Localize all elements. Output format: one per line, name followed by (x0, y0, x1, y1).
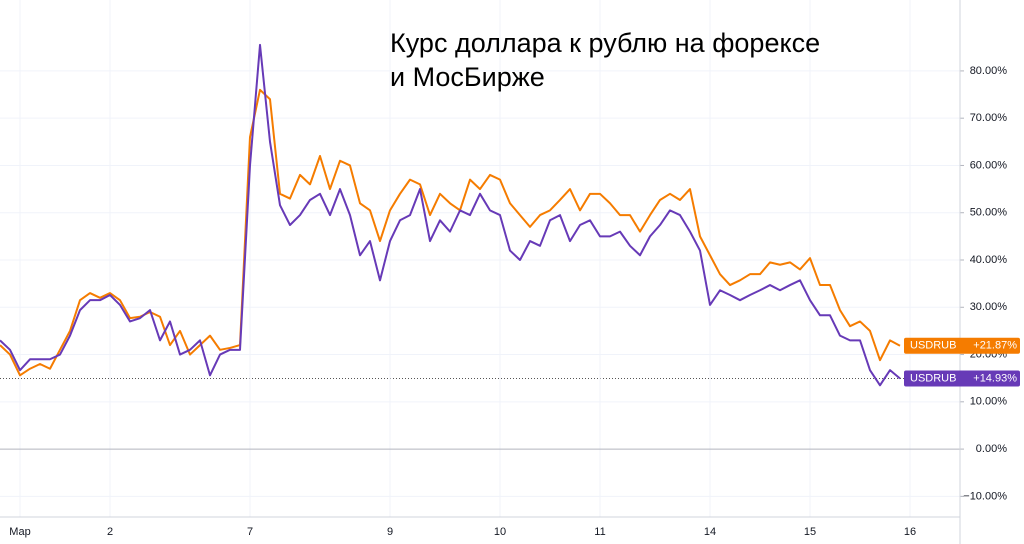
x-tick-label: 10 (494, 526, 506, 538)
y-tick-label: 80.00% (970, 65, 1008, 77)
x-tick-label: Мар (9, 526, 31, 538)
chart-title: и МосБирже (390, 62, 545, 92)
y-tick-label: 40.00% (970, 254, 1008, 266)
last-value-label: +14.93% (973, 372, 1017, 384)
series-name: USDRUB (910, 340, 956, 352)
x-tick-label: 2 (107, 526, 113, 538)
y-tick-label: 10.00% (970, 396, 1008, 408)
series-badge (904, 337, 1020, 354)
y-tick-label: 60.00% (970, 159, 1008, 171)
y-tick-label: 50.00% (970, 207, 1008, 219)
y-tick-label: 30.00% (970, 301, 1008, 313)
x-tick-label: 16 (904, 526, 916, 538)
y-tick-label: −10.00% (963, 490, 1007, 502)
y-tick-label: 0.00% (976, 443, 1007, 455)
x-tick-label: 14 (704, 526, 716, 538)
last-value-label: +21.87% (973, 340, 1017, 352)
series-line (0, 43, 901, 387)
x-tick-label: 7 (247, 526, 253, 538)
x-tick-label: 15 (804, 526, 816, 538)
series-badge (904, 370, 1020, 387)
x-tick-label: 9 (387, 526, 393, 538)
chart-title: Курс доллара к рублю на форексе (390, 28, 820, 58)
series-name: USDRUB (910, 372, 956, 384)
y-tick-label: 70.00% (970, 112, 1008, 124)
x-tick-label: 11 (594, 526, 605, 538)
